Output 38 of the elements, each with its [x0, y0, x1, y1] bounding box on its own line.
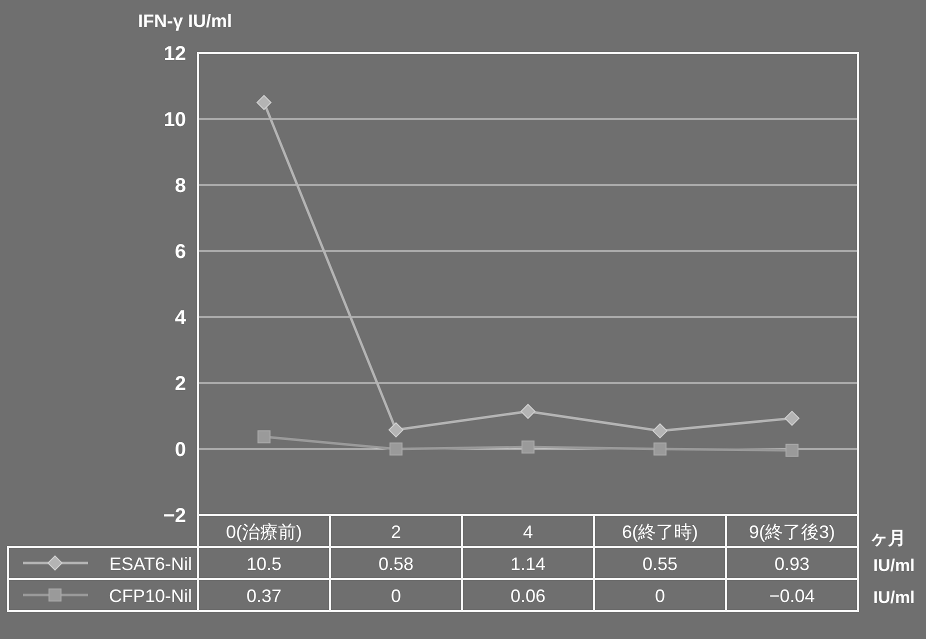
- x-tick-label: 4: [522, 522, 534, 542]
- point: [390, 442, 402, 456]
- y-tick-label: 12: [164, 43, 186, 65]
- point: [654, 442, 666, 456]
- y-tick-label: 0: [174, 439, 186, 461]
- data-label: 1.14: [510, 554, 546, 574]
- data-label: 0.55: [642, 554, 678, 574]
- text: IU/ml: [873, 556, 915, 575]
- y-axis-title: IFN-γ IU/ml: [138, 11, 232, 31]
- data-label: −0.04: [769, 586, 815, 606]
- data-label: 0.37: [246, 586, 282, 606]
- y-tick-label: 4: [174, 307, 187, 329]
- y-tick-label: −2: [163, 505, 186, 527]
- x-tick-label: 6(終了時): [622, 522, 698, 542]
- legend-label: ESAT6-Nil: [109, 554, 192, 574]
- y-tick-label: 8: [174, 175, 186, 197]
- data-label: 0.06: [510, 586, 546, 606]
- point: [256, 95, 272, 110]
- y-tick-label: 10: [164, 109, 186, 131]
- point: [522, 440, 534, 454]
- y-tick-label: 2: [174, 373, 186, 395]
- y-tick-label: 6: [174, 241, 186, 263]
- data-label: 0: [390, 586, 402, 606]
- text: IU/ml: [873, 588, 915, 607]
- data-label: 10.5: [246, 554, 282, 574]
- legend-label: CFP10-Nil: [108, 586, 192, 606]
- x-tick-label: 9(終了後3): [748, 522, 836, 542]
- data-label: 0.93: [774, 554, 810, 574]
- point: [520, 404, 536, 419]
- x-axis-title: ヶ月: [870, 528, 906, 548]
- point: [786, 444, 798, 457]
- point: [388, 422, 404, 438]
- x-tick-label: 2: [390, 522, 402, 542]
- data-label: 0: [654, 586, 666, 606]
- data-label: 0.58: [378, 554, 414, 574]
- point: [784, 410, 800, 426]
- point: [258, 430, 270, 444]
- point: [652, 423, 668, 438]
